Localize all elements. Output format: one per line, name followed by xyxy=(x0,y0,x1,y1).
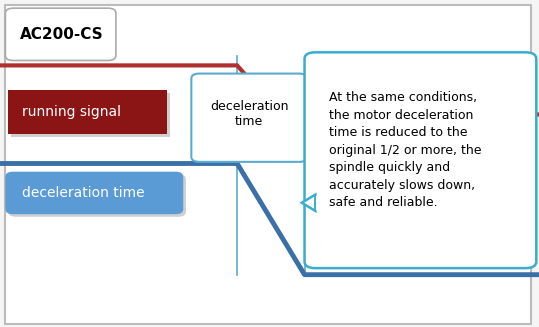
Text: At the same conditions,
the motor deceleration
time is reduced to the
original 1: At the same conditions, the motor decele… xyxy=(329,91,481,209)
FancyBboxPatch shape xyxy=(191,74,307,162)
FancyBboxPatch shape xyxy=(5,172,183,214)
Polygon shape xyxy=(316,196,331,210)
FancyBboxPatch shape xyxy=(5,8,116,60)
Text: deceleration time: deceleration time xyxy=(22,186,144,200)
FancyBboxPatch shape xyxy=(305,52,536,268)
Polygon shape xyxy=(302,195,315,211)
Text: running signal: running signal xyxy=(22,105,121,119)
FancyBboxPatch shape xyxy=(8,90,167,134)
FancyBboxPatch shape xyxy=(11,93,170,137)
FancyBboxPatch shape xyxy=(5,5,531,324)
Text: AC200-CS: AC200-CS xyxy=(20,27,103,42)
Text: deceleration
time: deceleration time xyxy=(210,100,288,128)
FancyBboxPatch shape xyxy=(8,174,186,217)
